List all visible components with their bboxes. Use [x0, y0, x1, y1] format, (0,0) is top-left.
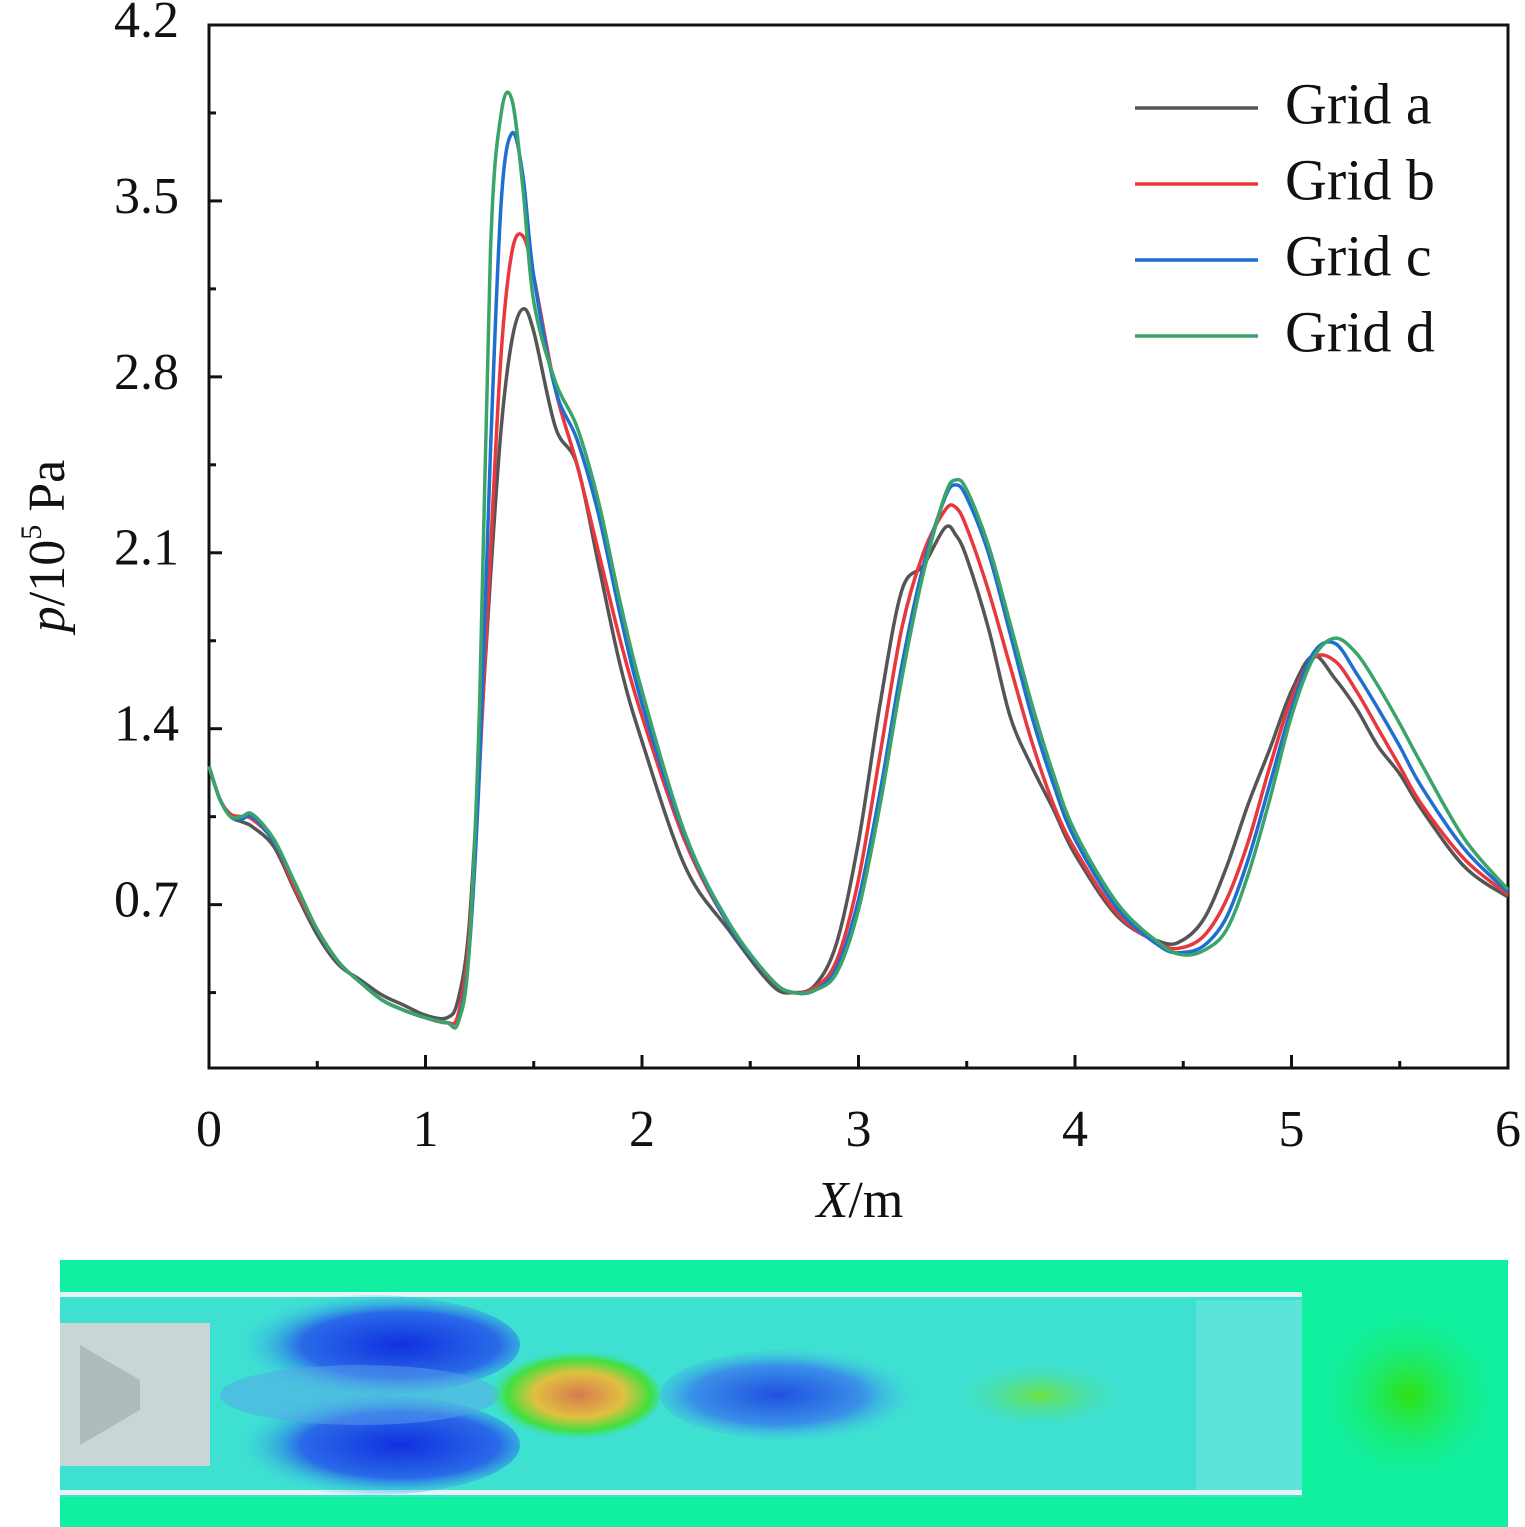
legend-label: Grid d: [1285, 299, 1435, 364]
x-tick-label: 6: [1495, 1101, 1521, 1158]
x-label-part: X: [815, 1172, 851, 1229]
legend-label: Grid b: [1285, 147, 1435, 212]
x-tick-label: 3: [846, 1101, 872, 1158]
x-axis-label: X/m: [815, 1172, 904, 1229]
legend-label: Grid c: [1285, 223, 1432, 288]
y-tick-label: 2.1: [114, 520, 179, 577]
y-label-part: p: [19, 606, 76, 636]
flow-contour: [60, 1260, 1508, 1527]
y-tick-label: 1.4: [114, 696, 179, 753]
y-axis-label: p/105 Pa: [15, 460, 76, 636]
x-tick-label: 5: [1279, 1101, 1305, 1158]
y-tick-label: 3.5: [114, 168, 179, 225]
x-label-part: /m: [848, 1172, 903, 1229]
y-tick-label: 4.2: [114, 0, 179, 49]
x-tick-label: 0: [196, 1101, 222, 1158]
series-line: [207, 307, 1509, 1021]
y-label-part: /10: [19, 540, 76, 606]
x-tick-label: 2: [629, 1101, 655, 1158]
x-tick-label: 4: [1062, 1101, 1088, 1158]
series-line: [207, 90, 1510, 1030]
y-label-part: 5: [15, 525, 48, 540]
x-tick-label: 1: [413, 1101, 439, 1158]
legend-label: Grid a: [1285, 71, 1432, 136]
y-label-part: Pa: [19, 460, 76, 525]
y-tick-label: 0.7: [114, 872, 179, 929]
y-tick-label: 2.8: [114, 344, 179, 401]
